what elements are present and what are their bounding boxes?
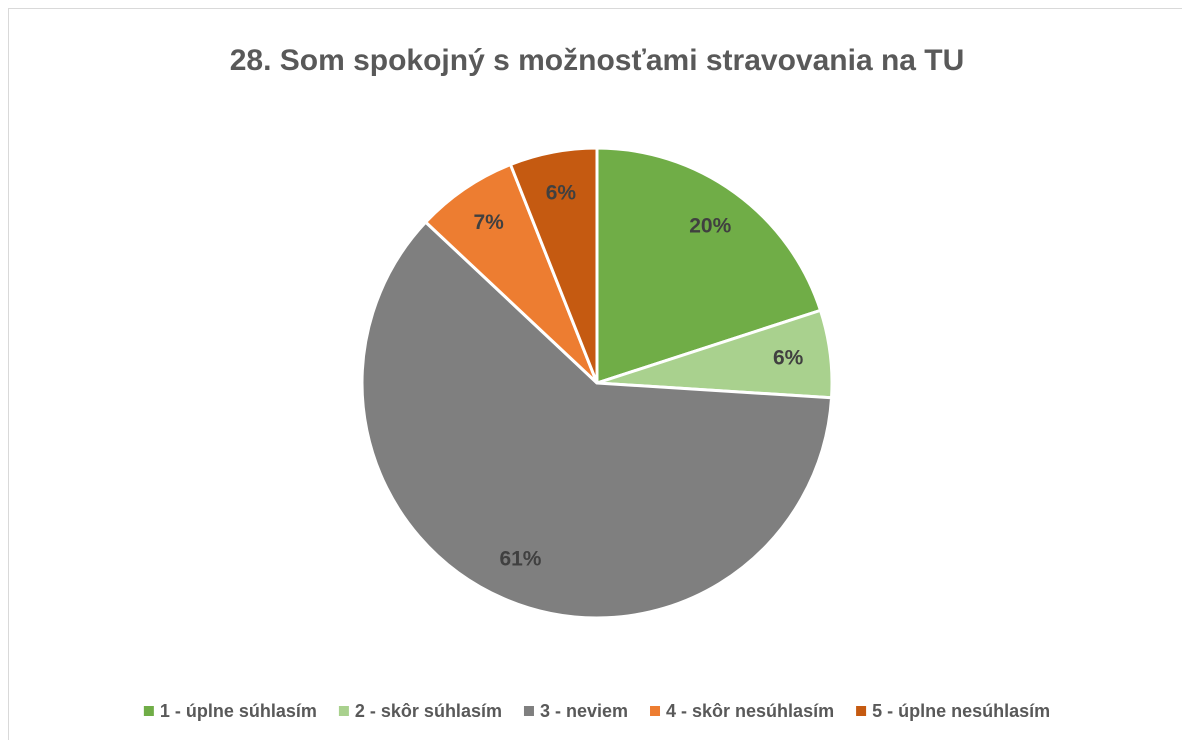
legend-swatch bbox=[650, 706, 661, 716]
legend-label: 1 - úplne súhlasím bbox=[160, 701, 317, 721]
legend-label: 3 - neviem bbox=[540, 701, 628, 721]
legend-swatch bbox=[143, 706, 154, 716]
legend-swatch bbox=[856, 706, 867, 716]
legend-swatch bbox=[523, 706, 534, 716]
legend-swatch bbox=[338, 706, 349, 716]
pie-slice bbox=[360, 220, 834, 620]
data-label: 6% bbox=[773, 346, 804, 369]
pie-slice bbox=[595, 146, 823, 386]
pie-slice bbox=[508, 146, 599, 384]
data-label: 6% bbox=[546, 181, 577, 204]
legend-label: 2 - skôr súhlasím bbox=[355, 701, 502, 721]
data-label: 7% bbox=[474, 211, 505, 234]
legend-label: 4 - skôr nesúhlasím bbox=[666, 701, 834, 721]
legend-label: 5 - úplne nesúhlasím bbox=[872, 701, 1050, 721]
data-label: 61% bbox=[499, 547, 541, 570]
data-label: 20% bbox=[689, 215, 731, 238]
chart-title: 28. Som spokojný s možnosťami stravovani… bbox=[230, 44, 965, 77]
pie-slice bbox=[423, 162, 599, 385]
